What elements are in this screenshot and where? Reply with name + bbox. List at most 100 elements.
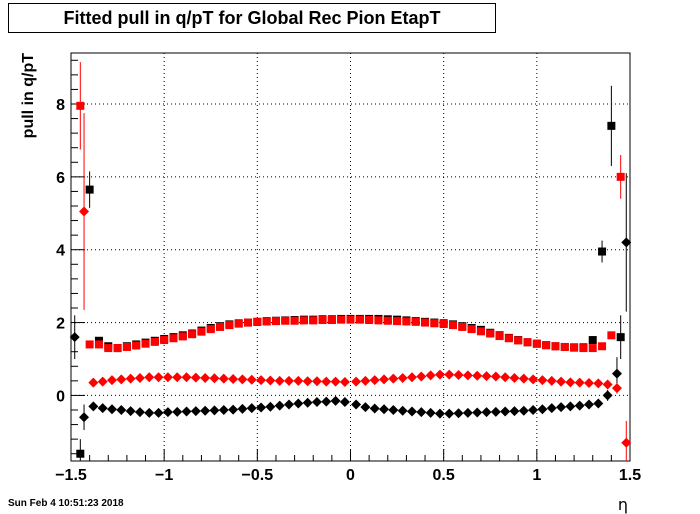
data-point-square [337, 315, 346, 324]
data-point-diamond [97, 376, 108, 387]
data-point-square [132, 341, 141, 350]
data-point-square [94, 340, 103, 349]
data-point-diamond [274, 375, 285, 386]
data-point-diamond [379, 374, 390, 385]
data-point-square [355, 315, 364, 324]
data-point-square [495, 332, 504, 341]
data-point-square [271, 317, 280, 326]
data-point-square [178, 332, 187, 341]
y-tick-label: 8 [56, 97, 65, 114]
data-point-diamond [472, 407, 483, 418]
data-point-diamond [602, 379, 613, 390]
data-point-diamond [284, 375, 295, 386]
data-point-diamond [574, 400, 585, 411]
data-point-square [402, 317, 411, 326]
data-point-diamond [509, 406, 520, 417]
data-point-diamond [369, 403, 380, 414]
data-point-diamond [79, 206, 90, 217]
data-point-diamond [256, 375, 267, 386]
data-point-square [113, 344, 122, 353]
data-point-square [514, 336, 523, 345]
data-point-square [104, 344, 113, 353]
data-point-square [374, 316, 383, 325]
data-point-square [598, 247, 607, 256]
data-point-diamond [246, 374, 257, 385]
data-point-diamond [434, 408, 445, 419]
data-point-square [542, 341, 551, 350]
data-point-diamond [302, 397, 313, 408]
data-point-square [253, 317, 262, 326]
data-point-square [411, 317, 420, 326]
data-point-diamond [144, 407, 155, 418]
data-point-diamond [509, 372, 520, 383]
data-point-diamond [453, 370, 464, 381]
data-point-diamond [481, 371, 492, 382]
data-point-square [598, 342, 607, 351]
data-point-diamond [144, 372, 155, 383]
data-point-diamond [302, 376, 313, 387]
data-point-diamond [293, 375, 304, 386]
data-point-diamond [172, 372, 183, 383]
data-point-diamond [406, 406, 417, 417]
data-point-diamond [200, 372, 211, 383]
data-point-diamond [330, 395, 341, 406]
y-tick-label: 4 [56, 243, 65, 260]
data-point-square [365, 316, 374, 325]
data-point-diamond [565, 401, 576, 412]
data-point-diamond [453, 408, 464, 419]
y-tick-label: 2 [56, 316, 65, 333]
data-point-square [216, 322, 225, 331]
data-point-diamond [379, 404, 390, 415]
data-point-diamond [388, 373, 399, 384]
data-point-diamond [181, 406, 192, 417]
data-point-diamond [116, 374, 127, 385]
data-point-square [486, 329, 495, 338]
data-point-diamond [209, 405, 220, 416]
data-point-diamond [462, 407, 473, 418]
x-tick-label: 1.5 [619, 467, 641, 484]
data-point-diamond [134, 407, 145, 418]
data-point-diamond [425, 407, 436, 418]
data-point-square [85, 340, 94, 349]
data-point-diamond [311, 396, 322, 407]
data-point-diamond [311, 376, 322, 387]
data-point-square [476, 327, 485, 336]
data-point-square [579, 344, 588, 353]
data-point-diamond [425, 370, 436, 381]
data-point-diamond [490, 371, 501, 382]
data-point-diamond [611, 383, 622, 394]
data-point-square [616, 172, 625, 181]
data-point-diamond [388, 405, 399, 415]
data-point-diamond [218, 373, 229, 384]
data-point-square [76, 449, 85, 458]
data-point-square [439, 320, 448, 329]
data-point-diamond [360, 402, 371, 413]
data-point-diamond [293, 398, 304, 409]
data-point-square [234, 319, 243, 328]
data-point-diamond [528, 374, 539, 385]
data-point-square [122, 342, 131, 351]
data-point-diamond [593, 378, 604, 389]
data-point-square [504, 334, 513, 343]
data-point-diamond [397, 372, 408, 383]
data-point-diamond [518, 405, 529, 416]
data-point-diamond [339, 396, 350, 407]
x-tick-label: −1 [155, 467, 173, 484]
data-point-diamond [125, 373, 136, 384]
data-point-square [85, 185, 94, 194]
data-point-diamond [574, 377, 585, 388]
data-point-diamond [556, 376, 567, 387]
x-tick-label: −1.5 [55, 467, 87, 484]
data-point-diamond [162, 372, 173, 383]
data-point-diamond [611, 368, 622, 379]
data-point-diamond [500, 406, 511, 417]
data-point-square [281, 316, 290, 325]
data-point-diamond [434, 369, 445, 380]
data-point-diamond [190, 406, 201, 417]
data-point-diamond [546, 403, 557, 414]
data-point-diamond [97, 403, 108, 414]
data-point-diamond [584, 378, 595, 389]
data-point-diamond [321, 396, 332, 407]
data-point-square [588, 336, 597, 345]
